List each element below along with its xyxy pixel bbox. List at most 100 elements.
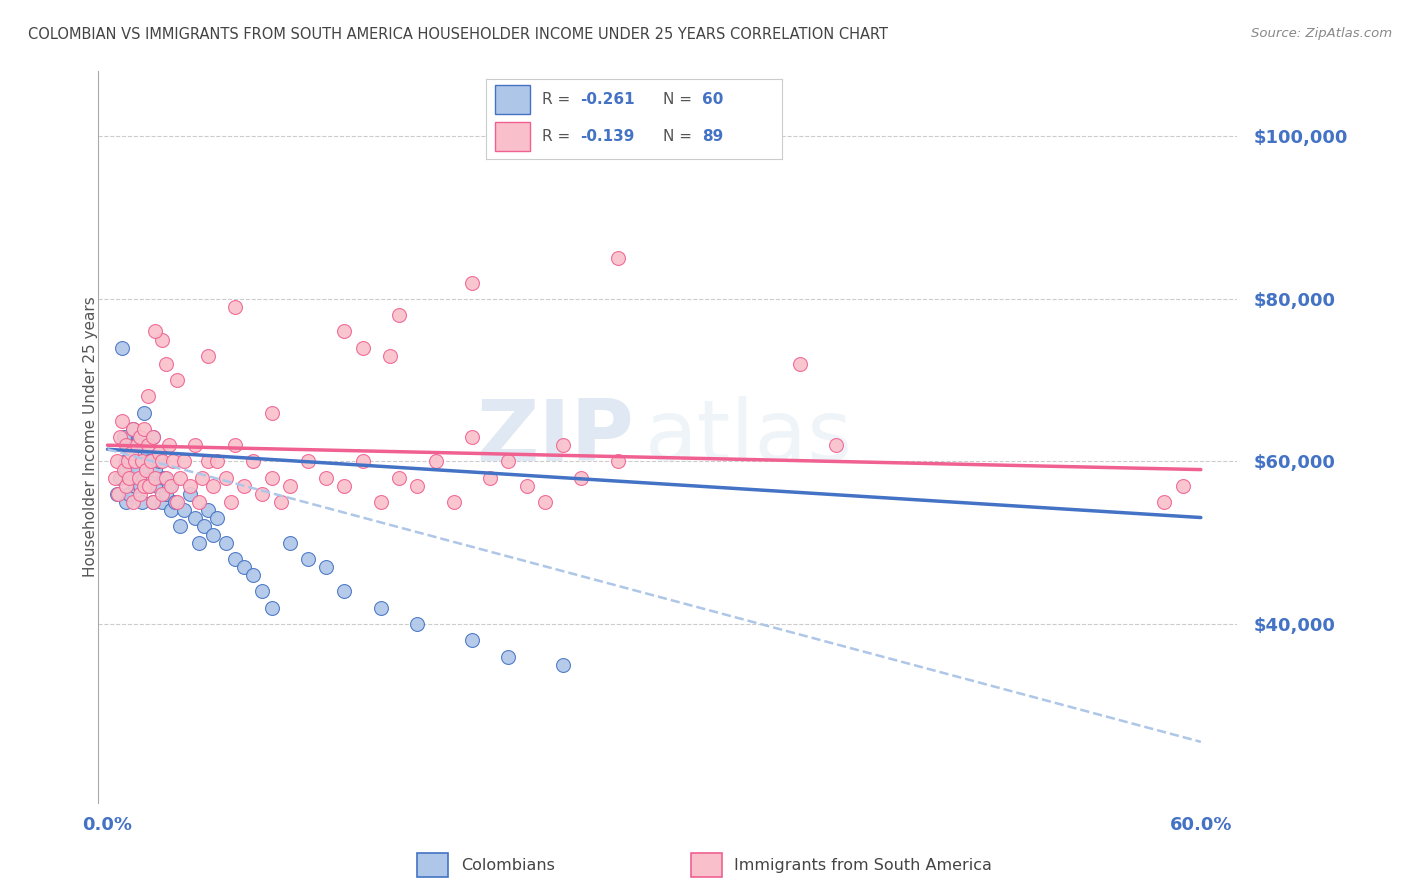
Point [138, 479, 160, 493]
Point [132, 479, 155, 493]
Point [141, 471, 163, 485]
Point [252, 487, 274, 501]
Point [370, 600, 392, 615]
Text: R =: R = [541, 129, 575, 145]
Point [131, 454, 153, 468]
Point [155, 487, 177, 501]
Point [120, 446, 142, 460]
Point [352, 454, 374, 468]
Point [159, 438, 181, 452]
Point [124, 438, 146, 452]
Point [242, 568, 264, 582]
Point [155, 471, 177, 485]
Point [179, 487, 201, 501]
Point [150, 333, 173, 347]
Point [142, 495, 165, 509]
Point [132, 471, 155, 485]
Point [143, 471, 166, 485]
Point [145, 479, 167, 493]
Point [498, 649, 520, 664]
Point [114, 495, 136, 509]
FancyBboxPatch shape [495, 85, 530, 114]
Point [114, 454, 136, 468]
Point [136, 438, 159, 452]
Point [132, 406, 155, 420]
Point [166, 373, 188, 387]
Point [297, 552, 319, 566]
Point [260, 406, 283, 420]
Point [233, 560, 256, 574]
Point [129, 479, 152, 493]
FancyBboxPatch shape [495, 122, 530, 151]
Point [138, 479, 160, 493]
Point [142, 495, 165, 509]
Point [110, 471, 132, 485]
Point [150, 487, 173, 501]
FancyBboxPatch shape [690, 853, 723, 878]
Point [789, 357, 811, 371]
Point [315, 560, 337, 574]
Point [352, 341, 374, 355]
Point [242, 454, 264, 468]
Y-axis label: Householder Income Under 25 years: Householder Income Under 25 years [83, 297, 97, 577]
Point [150, 454, 173, 468]
Point [461, 430, 484, 444]
Point [105, 487, 128, 501]
Point [378, 349, 401, 363]
Point [215, 535, 238, 549]
Point [129, 487, 152, 501]
Point [128, 471, 150, 485]
Point [110, 430, 132, 444]
Point [124, 479, 146, 493]
Point [117, 454, 139, 468]
Point [252, 584, 274, 599]
Point [333, 479, 356, 493]
Point [215, 471, 238, 485]
Point [333, 584, 356, 599]
Point [122, 422, 145, 436]
Point [205, 454, 228, 468]
Point [162, 454, 184, 468]
Point [197, 349, 219, 363]
Point [388, 471, 411, 485]
Point [131, 495, 153, 509]
Point [461, 633, 484, 648]
Point [124, 454, 146, 468]
Point [166, 495, 188, 509]
Point [191, 471, 214, 485]
Point [129, 430, 152, 444]
Point [118, 471, 141, 485]
Point [224, 438, 246, 452]
Point [148, 454, 170, 468]
Point [104, 471, 127, 485]
Point [136, 389, 159, 403]
Point [155, 357, 177, 371]
Point [160, 479, 183, 493]
FancyBboxPatch shape [416, 853, 449, 878]
Point [551, 657, 574, 672]
Point [136, 446, 159, 460]
Text: N =: N = [664, 92, 697, 107]
Point [160, 503, 183, 517]
Point [112, 462, 135, 476]
Point [132, 422, 155, 436]
Point [125, 438, 148, 452]
Text: ZIP: ZIP [477, 395, 634, 479]
Point [333, 325, 356, 339]
Point [124, 454, 146, 468]
Point [606, 252, 628, 266]
Point [224, 300, 246, 314]
Point [825, 438, 848, 452]
Text: COLOMBIAN VS IMMIGRANTS FROM SOUTH AMERICA HOUSEHOLDER INCOME UNDER 25 YEARS COR: COLOMBIAN VS IMMIGRANTS FROM SOUTH AMERI… [28, 27, 889, 42]
Point [315, 471, 337, 485]
Point [224, 552, 246, 566]
Point [406, 617, 429, 632]
Text: Source: ZipAtlas.com: Source: ZipAtlas.com [1251, 27, 1392, 40]
Text: 89: 89 [702, 129, 723, 145]
Point [135, 462, 157, 476]
Point [197, 454, 219, 468]
Point [606, 454, 628, 468]
Point [551, 438, 574, 452]
Point [233, 479, 256, 493]
Point [479, 471, 502, 485]
